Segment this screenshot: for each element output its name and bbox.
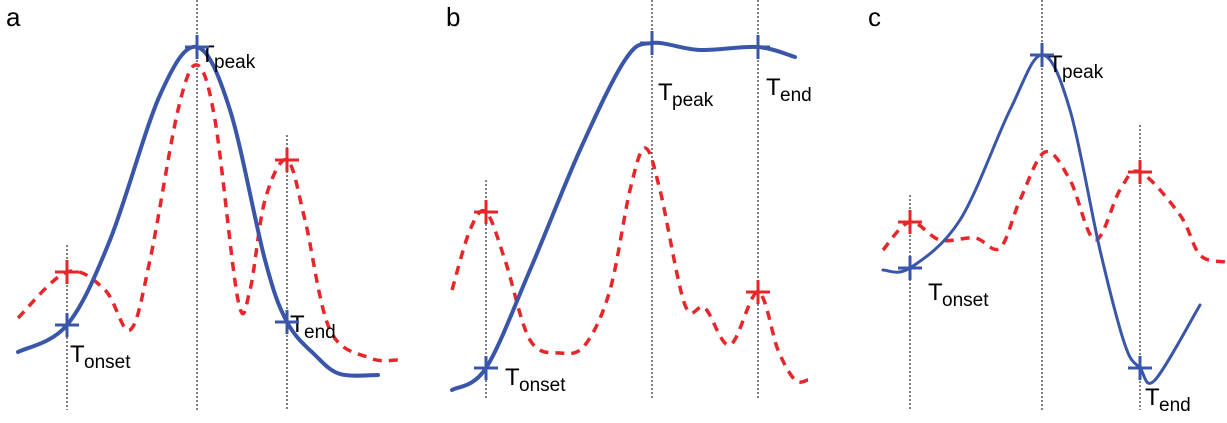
- panel-b: b T onset T peak T end: [446, 0, 812, 400]
- solid-signal: [881, 53, 1202, 385]
- panel-label: a: [6, 2, 21, 32]
- marker-subscript: peak: [1062, 62, 1104, 83]
- cross-marker: [1128, 160, 1152, 184]
- marker-symbol: T: [1145, 384, 1160, 411]
- marker-symbol: T: [928, 279, 943, 306]
- marker-symbol: T: [200, 41, 215, 68]
- cross-marker: [474, 356, 498, 380]
- marker-subscript: onset: [519, 375, 566, 396]
- dashed-signal: [450, 146, 809, 384]
- cross-marker: [474, 200, 498, 224]
- cross-marker: [1030, 43, 1054, 67]
- marker-symbol: T: [658, 79, 673, 106]
- marker-symbol: T: [1048, 51, 1063, 78]
- marker-subscript: peak: [214, 52, 256, 73]
- marker-subscript: end: [304, 322, 336, 343]
- cross-marker: [640, 31, 664, 55]
- panel-label: c: [868, 2, 881, 32]
- marker-symbol: T: [766, 74, 781, 101]
- cross-marker: [898, 210, 922, 234]
- marker-subscript: peak: [672, 90, 714, 111]
- marker-symbol: T: [505, 364, 520, 391]
- marker-symbol: T: [70, 341, 85, 368]
- cross-marker: [898, 256, 922, 280]
- cross-marker: [275, 310, 299, 334]
- marker-symbol: T: [290, 311, 305, 338]
- panel-label: b: [446, 2, 460, 32]
- solid-signal: [16, 44, 380, 378]
- cross-marker: [55, 260, 79, 284]
- cross-marker: [185, 35, 209, 59]
- panel-a: a T onset T peak T end: [6, 0, 399, 410]
- cross-marker: [275, 148, 299, 172]
- marker-subscript: end: [1159, 395, 1191, 416]
- cross-marker: [55, 313, 79, 337]
- cross-marker: [746, 280, 770, 304]
- solid-signal: [450, 40, 797, 392]
- panel-c: c T onset T peak T end: [868, 0, 1226, 416]
- cross-marker: [746, 35, 770, 59]
- marker-subscript: onset: [84, 352, 131, 373]
- marker-subscript: onset: [942, 290, 989, 311]
- marker-subscript: end: [780, 85, 812, 106]
- cross-marker: [1128, 356, 1152, 380]
- dashed-signal: [881, 149, 1226, 264]
